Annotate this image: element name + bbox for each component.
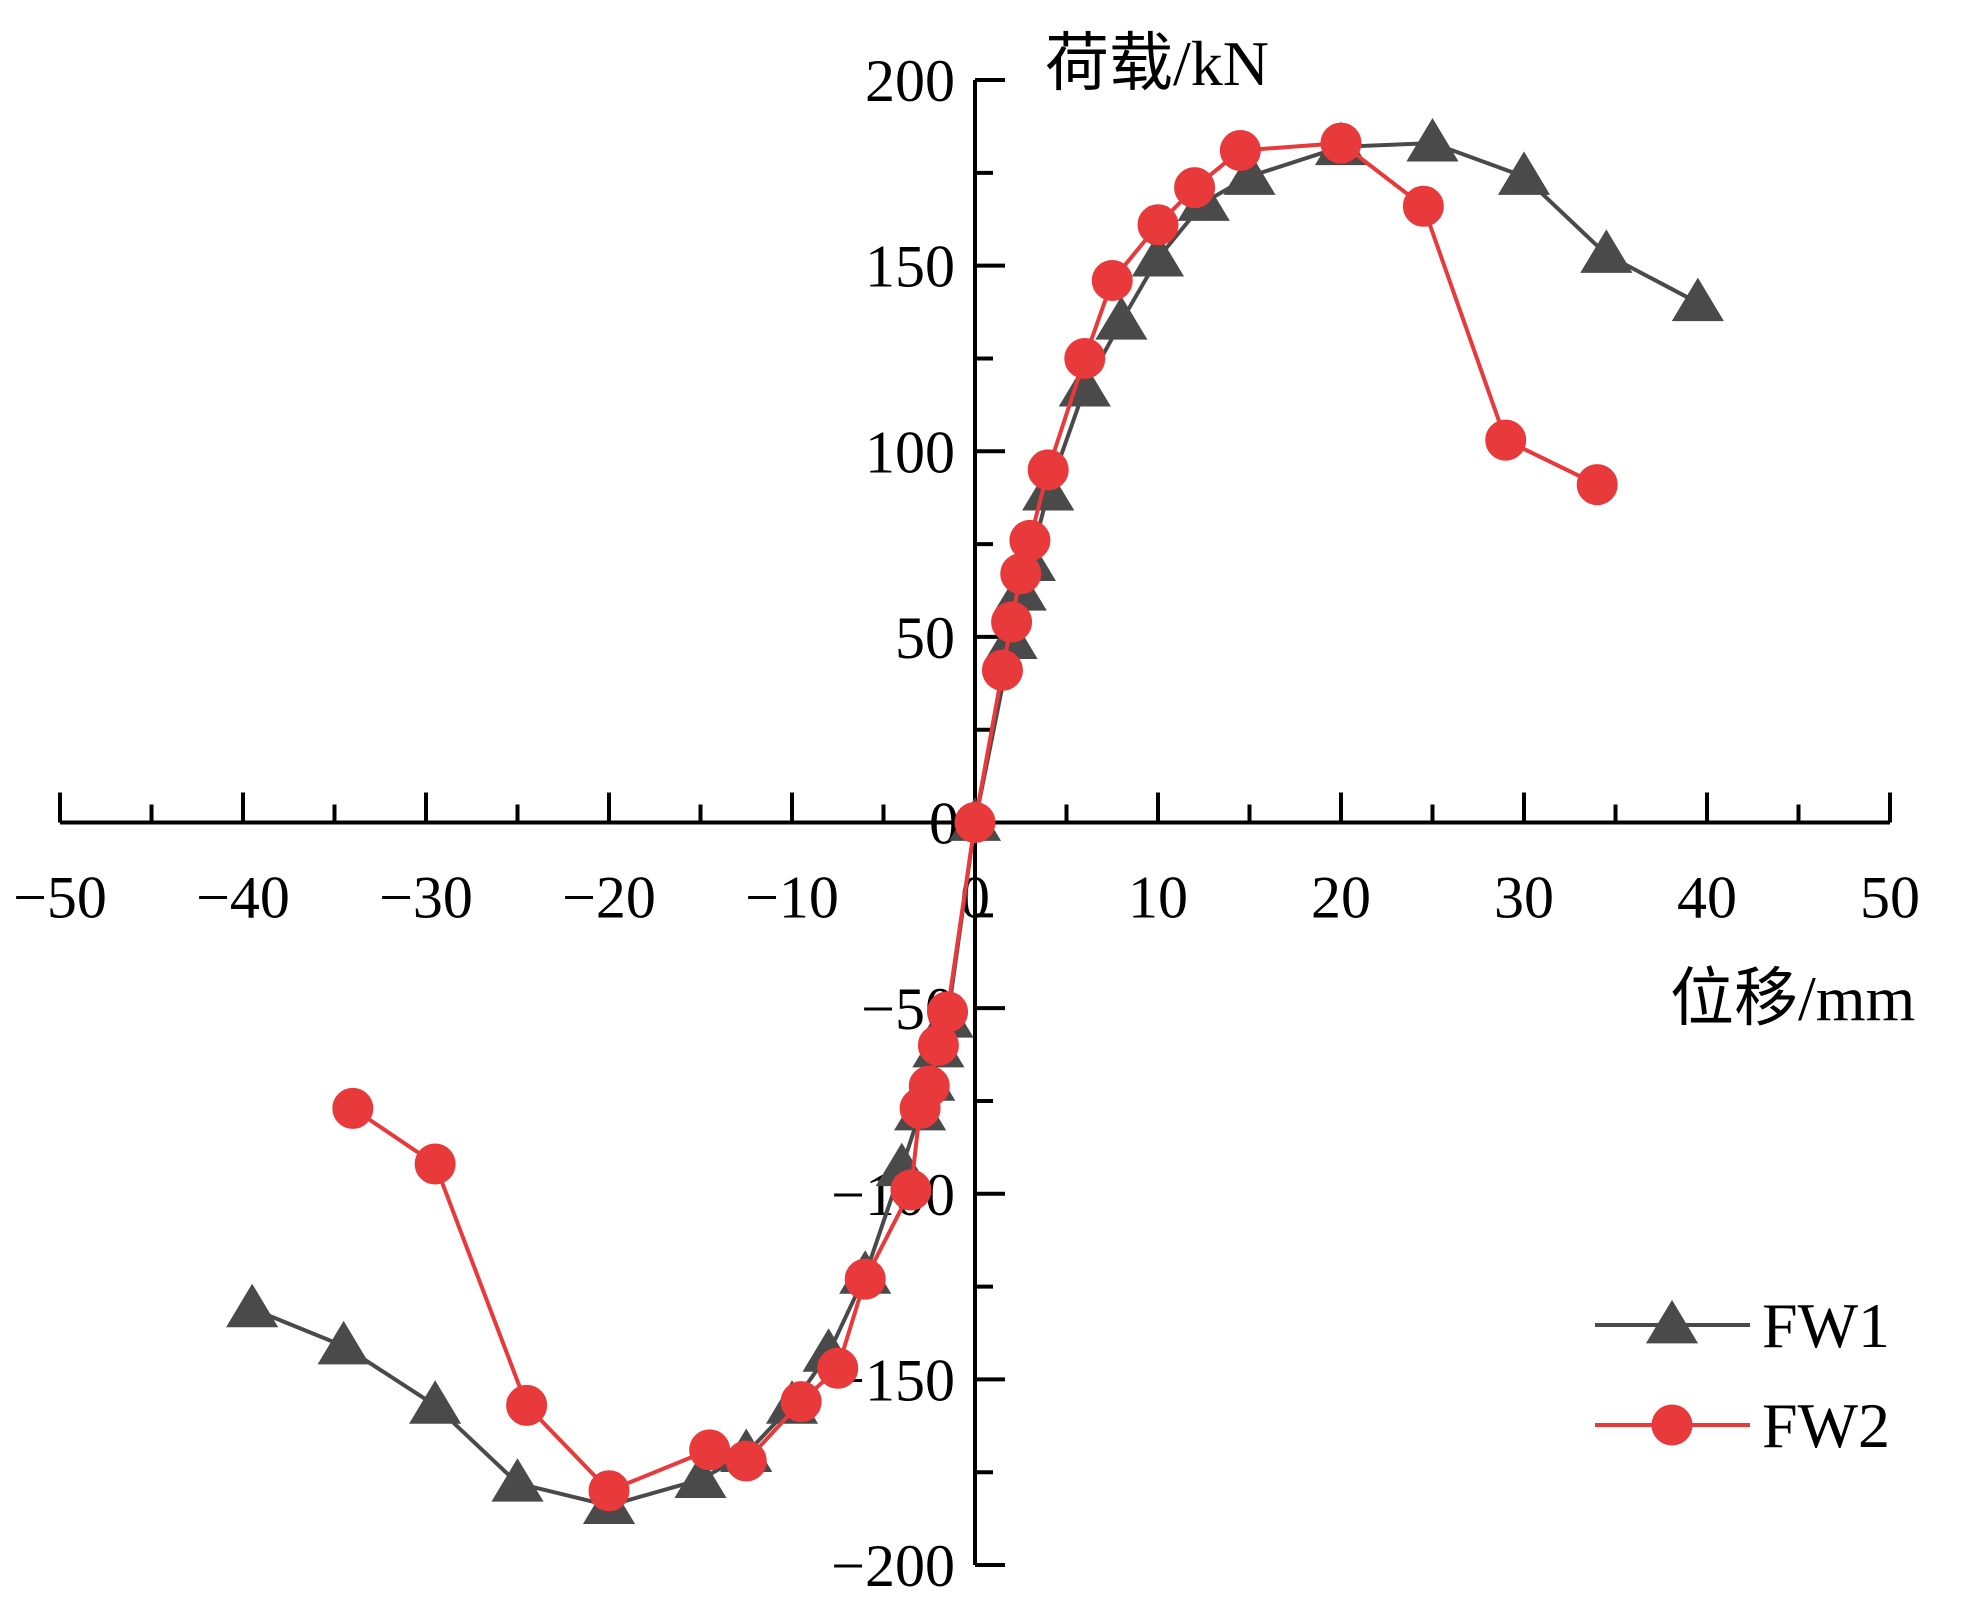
data-point-FW2 <box>908 1065 950 1107</box>
data-point-FW1 <box>1671 277 1724 322</box>
x-tick-label: −20 <box>562 865 656 931</box>
data-point-FW1 <box>226 1283 279 1328</box>
data-point-FW2 <box>588 1470 630 1512</box>
legend-swatch-marker <box>1645 1299 1699 1344</box>
legend-label: FW1 <box>1762 1290 1890 1361</box>
y-tick-label: 200 <box>865 48 955 114</box>
data-point-FW2 <box>1219 130 1261 172</box>
data-point-FW2 <box>1320 122 1362 164</box>
x-tick-label: 30 <box>1494 865 1554 931</box>
data-point-FW1 <box>1095 296 1148 340</box>
data-point-FW2 <box>991 601 1033 643</box>
legend-swatch-marker <box>1651 1404 1693 1446</box>
data-point-FW2 <box>927 991 969 1033</box>
data-point-FW2 <box>817 1347 859 1389</box>
y-axis-title: 荷载/kN <box>1045 28 1269 99</box>
data-point-FW1 <box>674 1454 727 1498</box>
data-point-FW1 <box>317 1320 370 1365</box>
data-point-FW2 <box>1009 519 1051 561</box>
x-tick-label: −50 <box>13 865 107 931</box>
data-point-FW2 <box>1485 419 1527 461</box>
data-point-FW2 <box>1402 185 1444 227</box>
series-layer <box>226 117 1724 1524</box>
data-point-FW2 <box>725 1440 767 1482</box>
y-tick-label: 150 <box>865 234 955 300</box>
data-point-FW2 <box>332 1087 374 1129</box>
legend-label: FW2 <box>1762 1390 1890 1461</box>
data-point-FW1 <box>1580 229 1633 273</box>
data-point-FW2 <box>1137 204 1179 246</box>
data-point-FW1 <box>1223 151 1276 195</box>
x-tick-label: 40 <box>1677 865 1737 931</box>
data-point-FW2 <box>506 1384 548 1426</box>
data-point-FW2 <box>890 1169 932 1211</box>
data-point-FW1 <box>1131 233 1185 277</box>
x-tick-label: −40 <box>196 865 290 931</box>
data-point-FW1 <box>409 1380 462 1424</box>
y-tick-label: −200 <box>831 1533 955 1599</box>
y-tick-label: 0 <box>929 791 959 857</box>
legend-item-FW2: FW2 <box>1595 1390 1890 1461</box>
x-tick-label: 10 <box>1128 865 1188 931</box>
x-tick-label: 20 <box>1311 865 1371 931</box>
data-point-FW2 <box>689 1429 731 1471</box>
data-point-FW2 <box>954 802 996 843</box>
data-point-FW2 <box>780 1381 822 1423</box>
axes: −50−40−30−20−1001020304050−200−150−100−5… <box>13 48 1920 1599</box>
series-FW2 <box>332 122 1618 1512</box>
legend-item-FW1: FW1 <box>1595 1290 1890 1361</box>
x-tick-label: −10 <box>745 865 839 931</box>
data-point-FW2 <box>981 649 1023 691</box>
data-point-FW2 <box>1174 167 1216 209</box>
data-point-FW2 <box>1027 449 1069 491</box>
data-point-FW2 <box>414 1143 456 1185</box>
x-tick-label: −30 <box>379 865 473 931</box>
data-point-FW1 <box>491 1458 544 1502</box>
x-axis-title: 位移/mm <box>1670 963 1915 1034</box>
x-tick-label: 50 <box>1860 865 1920 931</box>
data-point-FW1 <box>1406 117 1459 162</box>
data-point-FW2 <box>1064 337 1106 379</box>
data-point-FW2 <box>1576 464 1618 506</box>
data-point-FW2 <box>844 1258 886 1300</box>
data-point-FW1 <box>1497 151 1551 195</box>
y-tick-label: 50 <box>895 605 955 671</box>
data-point-FW2 <box>1091 259 1133 301</box>
y-tick-label: 100 <box>865 419 955 485</box>
